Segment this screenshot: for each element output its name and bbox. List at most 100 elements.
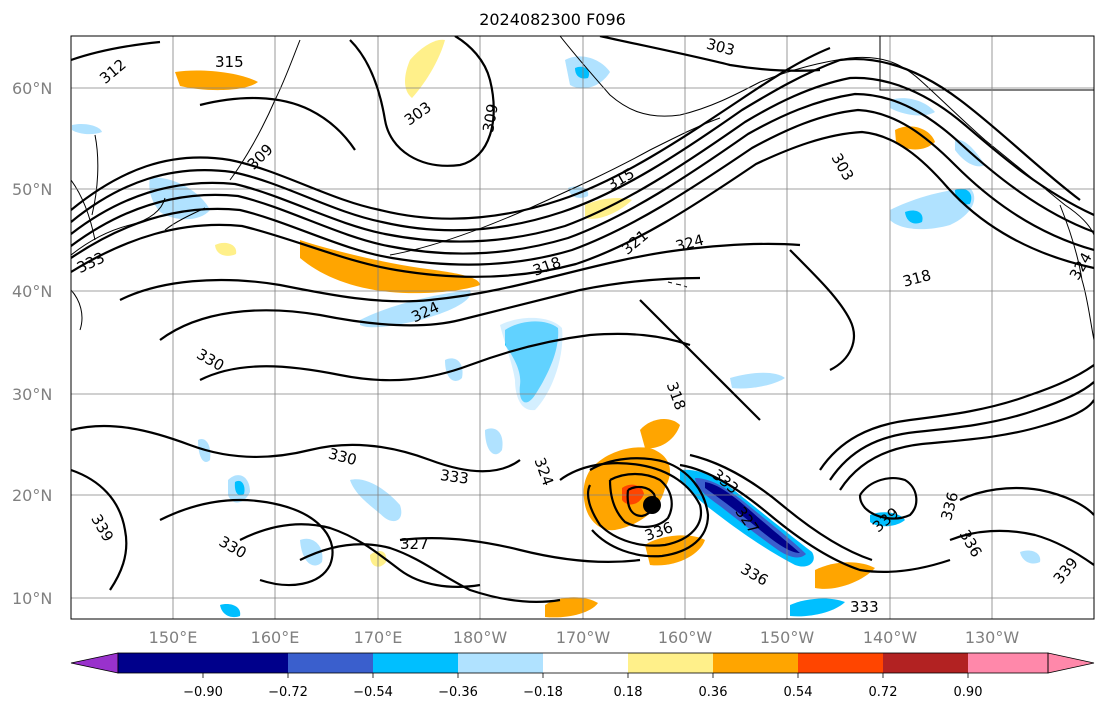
contour-line: [949, 529, 1094, 566]
contour-line: [71, 46, 831, 220]
colorbar-segment: [203, 653, 288, 673]
coastline-asia: [71, 134, 166, 331]
lon-label: 150°W: [760, 628, 815, 647]
contour-label: 315: [215, 53, 244, 71]
coastline-aleutians: [389, 117, 721, 256]
shade-patch: [895, 126, 935, 150]
shade-patch: [705, 482, 800, 553]
storm-center-marker: [643, 496, 661, 514]
coastline-hawaii: [667, 281, 688, 288]
shade-patch: [500, 317, 563, 411]
contour-line: [159, 276, 701, 341]
graticule: [71, 36, 1094, 619]
shade-patch: [350, 479, 402, 522]
contours: [71, 36, 1094, 604]
colorbar-segment: [628, 653, 713, 673]
colorbar-segment: [373, 653, 458, 673]
lon-label: 130°W: [965, 628, 1020, 647]
shade-patch: [730, 372, 785, 389]
shaded-field: [72, 39, 1041, 618]
longitude-labels: 150°E 160°E 170°E 180°W 170°W 160°W 150°…: [149, 628, 1020, 647]
contour-line: [959, 486, 1094, 516]
contour-line: [689, 453, 873, 562]
shade-patch: [300, 240, 480, 294]
contour-label: 333: [439, 466, 470, 488]
lon-label: 160°E: [251, 628, 300, 647]
colorbar-segment: [798, 653, 883, 673]
shade-patch: [645, 535, 705, 566]
colorbar-tick-label: −0.54: [353, 685, 393, 700]
colorbar-right-extension: [1047, 652, 1095, 674]
coastline-canada: [1059, 204, 1094, 341]
lon-label: 160°W: [658, 628, 713, 647]
lat-label: 60°N: [12, 79, 52, 98]
shade-patch: [1020, 550, 1041, 564]
shade-patch: [234, 480, 245, 496]
lon-label: 170°W: [556, 628, 611, 647]
contour-line: [559, 462, 703, 547]
shade-patch: [72, 123, 102, 135]
contour-line: [159, 498, 334, 587]
colorbar-segment: [883, 653, 968, 673]
colorbar-tick-label: −0.18: [523, 685, 563, 700]
shade-patch: [575, 66, 590, 79]
latitude-labels: 60°N 50°N 40°N 30°N 20°N 10°N: [12, 79, 52, 608]
colorbar-tick-label: 0.36: [699, 685, 728, 700]
map-border: [70, 35, 1095, 620]
contour-line: [199, 332, 691, 382]
shade-patch: [545, 597, 598, 618]
shade-patch: [640, 418, 680, 449]
shade-patch: [890, 98, 935, 116]
colorbar-segment: [288, 653, 373, 673]
shade-patch: [485, 428, 503, 455]
contour-line: [71, 40, 356, 151]
colorbar-tick-label: −0.90: [183, 685, 223, 700]
lon-label: 140°W: [863, 628, 918, 647]
contour-line: [349, 36, 495, 167]
colorbar-segment: [543, 653, 628, 673]
contour-line: [589, 457, 710, 558]
contour-line: [399, 536, 641, 564]
colorbar-segment: [458, 653, 543, 673]
border-canada: [879, 36, 1094, 91]
contour-line: [239, 523, 481, 588]
lon-label: 150°E: [149, 628, 198, 647]
contour-line: [299, 543, 561, 604]
contour-line: [71, 108, 1094, 266]
contour-line: [819, 364, 1094, 471]
contour-line: [639, 299, 761, 421]
shade-patch: [405, 39, 445, 98]
contour-line: [71, 58, 1081, 232]
colorbar-segment: [968, 653, 1048, 673]
colorbar: −0.90 −0.72 −0.54 −0.36 −0.18 0.18 0.36 …: [70, 652, 1095, 700]
colorbar-tick-label: −0.72: [268, 685, 308, 700]
map-title: 2024082300 F096: [479, 10, 626, 29]
lat-label: 40°N: [12, 282, 52, 301]
lat-label: 30°N: [12, 385, 52, 404]
lat-label: 10°N: [12, 589, 52, 608]
contour-label: 327: [400, 535, 429, 553]
contour-label: 333: [850, 598, 879, 616]
colorbar-tick-label: 0.54: [784, 685, 813, 700]
shade-patch: [790, 598, 845, 617]
colorbar-tick-label: 0.90: [954, 685, 983, 700]
lon-label: 170°E: [354, 628, 403, 647]
contour-line: [71, 92, 1094, 255]
lat-label: 20°N: [12, 486, 52, 505]
colorbar-left-extension: [70, 652, 119, 674]
colorbar-ticks: [202, 673, 969, 678]
shade-patch: [905, 210, 923, 224]
lat-label: 50°N: [12, 180, 52, 199]
colorbar-tick-label: −0.36: [438, 685, 478, 700]
contour-line: [858, 477, 918, 520]
contour-line: [789, 249, 855, 371]
shade-patch: [175, 70, 258, 91]
contour-line: [71, 468, 128, 591]
contour-line: [71, 130, 1094, 278]
contour-line: [119, 242, 801, 303]
colorbar-outline: [117, 652, 1049, 674]
contour-line: [599, 36, 821, 72]
colorbar-tick-label: 0.18: [614, 685, 643, 700]
contour-line: [71, 424, 521, 473]
